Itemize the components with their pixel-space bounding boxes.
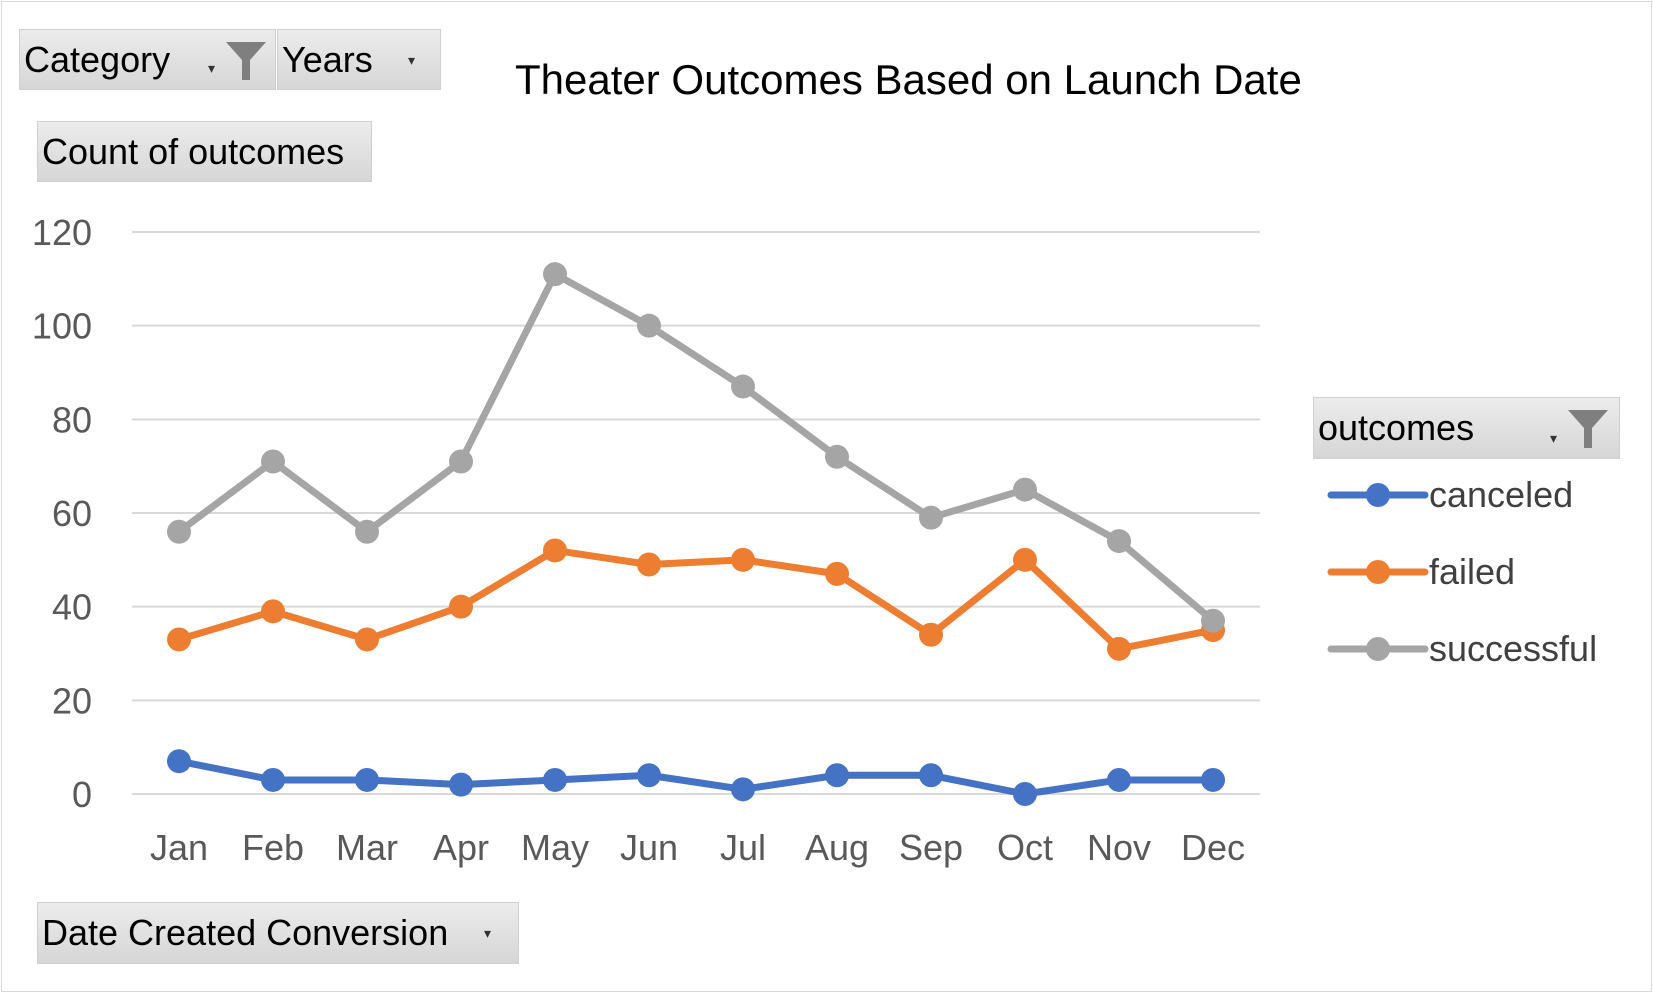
chart-title: Theater Outcomes Based on Launch Date — [515, 56, 1302, 103]
legend-swatch — [1327, 483, 1429, 507]
data-point-successful — [919, 505, 943, 530]
legend-swatch-marker — [1366, 560, 1390, 584]
data-point-canceled — [731, 777, 755, 802]
data-point-canceled — [449, 772, 473, 797]
data-point-canceled — [1201, 767, 1225, 792]
data-point-successful — [261, 449, 285, 474]
legend-field-label: outcomes — [1318, 407, 1475, 448]
y-tick-label: 60 — [52, 493, 92, 534]
filter-funnel-icon — [1568, 410, 1608, 448]
data-point-successful — [167, 519, 191, 544]
x-tick-label: Aug — [805, 827, 869, 868]
data-point-failed — [825, 561, 849, 586]
x-tick-label: Sep — [899, 827, 963, 868]
data-point-canceled — [637, 763, 661, 788]
x-tick-label: Jan — [150, 827, 208, 868]
y-tick-label: 100 — [32, 306, 92, 347]
y-tick-label: 40 — [52, 587, 92, 628]
series-line-canceled — [175, 757, 1217, 798]
data-point-successful — [449, 449, 473, 474]
legend-swatch-marker — [1366, 637, 1390, 661]
y-tick-label: 0 — [72, 774, 92, 815]
legend-item-successful: successful — [1327, 628, 1597, 670]
y-tick-label: 120 — [32, 212, 92, 253]
legend-swatch-marker — [1366, 483, 1390, 507]
data-point-canceled — [1013, 782, 1037, 806]
series-line-failed — [175, 546, 1217, 653]
x-tick-label: Jul — [720, 827, 766, 868]
chevron-down-icon: ▾ — [208, 60, 216, 76]
data-point-failed — [919, 622, 943, 647]
data-point-failed — [449, 594, 473, 619]
x-tick-label: Nov — [1087, 827, 1151, 868]
legend-swatch — [1327, 560, 1429, 584]
data-point-failed — [543, 538, 567, 563]
data-point-failed — [355, 627, 379, 652]
legend-label: successful — [1429, 628, 1598, 669]
axis-field-button[interactable]: Date Created Conversion ▾ — [37, 902, 519, 964]
data-point-canceled — [919, 763, 943, 788]
data-point-successful — [1013, 477, 1037, 502]
x-tick-label: Mar — [336, 827, 398, 868]
values-field-label: Count of outcomes — [42, 130, 345, 172]
category-filter-label: Category — [24, 38, 171, 80]
legend-field-button[interactable]: outcomes ▾ — [1313, 397, 1620, 459]
data-point-canceled — [1107, 767, 1131, 792]
data-point-failed — [1013, 547, 1037, 572]
data-point-failed — [637, 552, 661, 577]
axis-field-label: Date Created Conversion — [42, 912, 449, 953]
x-tick-label: Feb — [242, 827, 304, 868]
data-point-canceled — [355, 767, 379, 792]
y-tick-label: 80 — [52, 399, 92, 440]
data-point-canceled — [167, 749, 191, 774]
data-point-successful — [1107, 529, 1131, 554]
data-point-successful — [825, 444, 849, 469]
chevron-down-icon: ▾ — [484, 925, 492, 941]
data-point-failed — [261, 599, 285, 624]
data-point-successful — [637, 313, 661, 338]
y-tick-label: 20 — [52, 680, 92, 721]
x-tick-label: Dec — [1181, 827, 1245, 868]
data-point-successful — [1201, 608, 1225, 633]
data-point-successful — [355, 519, 379, 544]
data-point-failed — [167, 627, 191, 652]
values-field-button[interactable]: Count of outcomes — [37, 121, 372, 182]
data-point-canceled — [543, 767, 567, 792]
x-tick-label: Oct — [997, 827, 1053, 868]
x-tick-label: Jun — [620, 827, 678, 868]
data-point-canceled — [261, 767, 285, 792]
series-line-successful — [175, 270, 1217, 625]
legend-item-failed: failed — [1327, 551, 1515, 593]
legend-label: canceled — [1429, 474, 1574, 515]
legend-item-canceled: canceled — [1327, 474, 1573, 516]
x-tick-label: Apr — [433, 827, 489, 868]
years-filter-label: Years — [282, 38, 373, 80]
category-filter-button[interactable]: Category ▾ — [19, 29, 276, 90]
data-point-successful — [731, 374, 755, 399]
filter-funnel-icon — [226, 42, 266, 80]
data-point-canceled — [825, 763, 849, 788]
legend-swatch — [1327, 637, 1429, 661]
data-point-successful — [543, 262, 567, 287]
chevron-down-icon: ▾ — [1550, 430, 1558, 446]
legend-label: failed — [1429, 551, 1516, 592]
data-point-failed — [731, 547, 755, 572]
data-point-failed — [1107, 636, 1131, 661]
chevron-down-icon: ▾ — [408, 52, 416, 68]
x-tick-label: May — [521, 827, 589, 868]
years-filter-button[interactable]: Years ▾ — [277, 29, 441, 90]
